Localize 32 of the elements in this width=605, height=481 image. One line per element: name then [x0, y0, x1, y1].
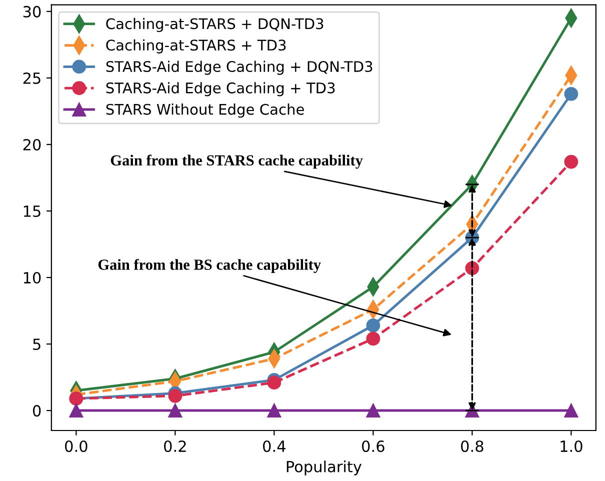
legend-label: STARS Without Edge Cache — [106, 104, 304, 118]
point — [366, 332, 380, 346]
y-tick-label: 5 — [33, 338, 40, 350]
x-axis-title: Popularity — [286, 460, 362, 476]
point — [366, 318, 380, 332]
x-tick-label: 0.2 — [164, 440, 186, 452]
point — [267, 376, 282, 390]
x-tick-label: 0.0 — [65, 440, 88, 452]
annotation: Gain from the STARS cache capability — [110, 154, 363, 169]
legend-label: Caching-at-STARS + TD3 — [106, 39, 286, 54]
point — [564, 404, 578, 418]
x-tick-label: 0.8 — [461, 440, 484, 452]
point — [168, 404, 182, 418]
y-tick-label: 30 — [23, 6, 41, 18]
point — [564, 86, 578, 101]
y-tick-label: 20 — [23, 138, 41, 151]
point — [69, 404, 84, 418]
y-tick-label: 15 — [24, 206, 40, 218]
point — [366, 404, 380, 418]
y-tick-label: 0 — [32, 405, 41, 417]
y-tick-label: 10 — [24, 272, 41, 284]
legend-label: Caching-at-STARS + DQN-TD3 — [106, 18, 324, 32]
annotation: Gain from the BS cache capability — [98, 258, 321, 273]
point — [564, 154, 578, 169]
legend-label: STARS-Aid Edge Caching + DQN-TD3 — [106, 60, 372, 75]
y-tick-label: 25 — [23, 72, 40, 84]
x-tick-label: 1.0 — [560, 440, 582, 452]
x-tick-label: 0.6 — [362, 440, 384, 452]
point — [267, 404, 282, 418]
point — [168, 388, 182, 403]
x-tick-label: 0.4 — [263, 440, 286, 452]
legend-label: STARS-Aid Edge Caching + TD3 — [106, 82, 335, 96]
